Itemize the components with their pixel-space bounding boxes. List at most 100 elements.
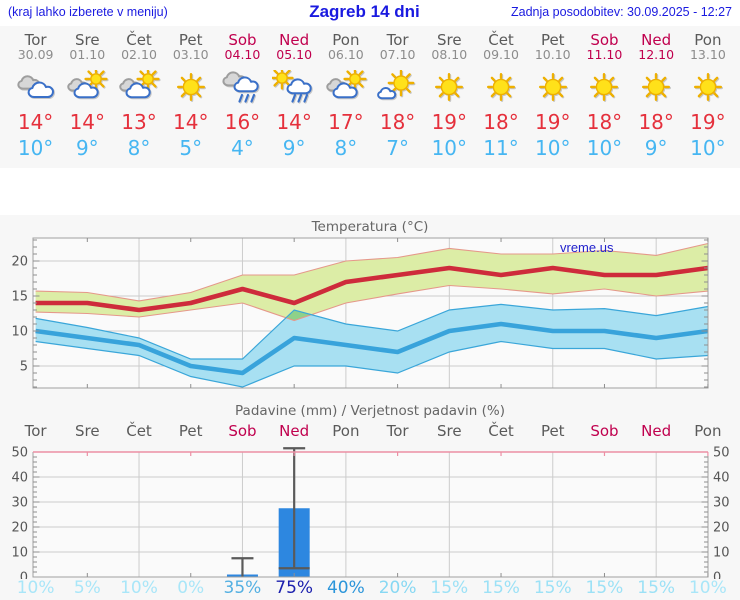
precip-ytick-label: 10 bbox=[11, 546, 28, 561]
precip-probability-label: 15% bbox=[430, 578, 469, 598]
temperature-chart: 5 10 15 20 bbox=[11, 237, 709, 389]
temp-ytick-label: 10 bbox=[11, 325, 28, 340]
day-date-label: 01.10 bbox=[69, 47, 106, 62]
day-date-label: 09.10 bbox=[483, 47, 519, 62]
forecast-day: Pon 06.10 17° 8° bbox=[319, 26, 373, 159]
day-name-label: Sre bbox=[75, 31, 100, 49]
precip-day-label: Tor bbox=[24, 422, 47, 440]
day-name-label: Pon bbox=[694, 31, 722, 49]
max-temp-label: 14° bbox=[173, 110, 209, 134]
forecast-day: Ned 12.10 18° 9° bbox=[629, 26, 683, 159]
day-date-label: 05.10 bbox=[276, 47, 313, 62]
forecast-day: Pet 03.10 14° 5° bbox=[164, 26, 218, 159]
day-date-label: 11.10 bbox=[586, 47, 623, 62]
precip-ytick-label: 40 bbox=[11, 471, 28, 486]
forecast-day: Sre 01.10 14° 9° bbox=[60, 26, 114, 159]
max-temp-label: 19° bbox=[431, 110, 468, 134]
max-temp-label: 16° bbox=[224, 110, 261, 134]
cloudy-icon bbox=[9, 70, 63, 104]
day-date-label: 10.10 bbox=[534, 47, 571, 62]
day-date-label: 13.10 bbox=[689, 47, 726, 62]
sunny-icon bbox=[422, 70, 476, 104]
precip-probability-label: 10% bbox=[688, 578, 727, 598]
min-temp-label: 10° bbox=[17, 136, 54, 160]
max-temp-label: 19° bbox=[535, 110, 571, 134]
precip-ytick-label: 50 bbox=[713, 446, 730, 461]
last-updated-label: Zadnja posodobitev: 30.09.2025 - 12:27 bbox=[510, 5, 732, 19]
day-date-label: 08.10 bbox=[431, 47, 468, 62]
forecast-day: Pon 13.10 19° 10° bbox=[681, 26, 735, 159]
precip-ytick-label: 50 bbox=[11, 446, 28, 461]
precip-day-label: Sob bbox=[590, 422, 619, 440]
precipitation-chart: 0 0 10 10 20 20 30 30 40 40 50 50 bbox=[11, 446, 730, 580]
max-temp-label: 18° bbox=[379, 110, 416, 134]
sunny-icon bbox=[629, 70, 683, 104]
forecast-day: Tor 07.10 18° 7° bbox=[371, 26, 425, 159]
precip-ytick-label: 30 bbox=[11, 496, 28, 511]
max-temp-line bbox=[35, 265, 709, 313]
precip-probability-label: 10% bbox=[120, 578, 158, 598]
min-temp-label: 8° bbox=[334, 136, 358, 160]
day-date-label: 03.10 bbox=[172, 47, 209, 62]
location-menu-note: (kraj lahko izberete v meniju) bbox=[8, 5, 168, 19]
precip-probability-label: 10% bbox=[16, 578, 55, 598]
day-date-label: 06.10 bbox=[327, 47, 364, 62]
day-name-label: Čet bbox=[488, 31, 514, 49]
day-date-label: 02.10 bbox=[121, 47, 157, 62]
precip-probability-label: 40% bbox=[326, 578, 365, 598]
temperature-chart-title: Temperatura (°C) bbox=[311, 219, 429, 235]
precip-ytick-label: 20 bbox=[713, 521, 730, 536]
forecast-day: Ned 05.10 14° 9° bbox=[267, 26, 321, 159]
sun-rain-icon bbox=[267, 66, 321, 104]
sunny-icon bbox=[526, 70, 580, 104]
temp-ytick-label: 20 bbox=[11, 255, 28, 270]
forecast-strip: Tor 30.09 14° 10° Sre 01.10 14° 9° Čet 02.10 13° 8°… bbox=[0, 26, 740, 168]
min-temp-label: 10° bbox=[586, 136, 623, 160]
day-name-label: Čet bbox=[126, 31, 152, 49]
precip-day-label: Pet bbox=[540, 422, 565, 440]
precip-ytick-label: 0 bbox=[20, 571, 28, 580]
page-title: Zagreb 14 dni bbox=[309, 2, 420, 21]
precip-day-label: Sob bbox=[228, 422, 257, 440]
max-temp-label: 17° bbox=[328, 110, 364, 134]
forecast-day: Čet 02.10 13° 8° bbox=[112, 26, 166, 159]
day-name-label: Pet bbox=[178, 31, 203, 49]
precip-day-label: Ned bbox=[641, 422, 672, 440]
precip-day-label: Čet bbox=[126, 422, 152, 440]
day-date-label: 30.09 bbox=[17, 47, 54, 62]
partly-sunny-icon bbox=[112, 67, 166, 104]
precip-probability-label: 5% bbox=[73, 578, 101, 598]
max-temp-label: 14° bbox=[69, 110, 106, 134]
max-temp-label: 14° bbox=[276, 110, 312, 134]
min-temp-label: 8° bbox=[127, 136, 151, 160]
precip-day-label: Sre bbox=[75, 422, 100, 440]
sunny-icon bbox=[577, 70, 631, 104]
precip-probability-label: 75% bbox=[275, 578, 314, 598]
min-temp-label: 5° bbox=[179, 136, 203, 160]
precip-probability-label: 15% bbox=[637, 578, 676, 598]
temp-ytick-label: 5 bbox=[20, 360, 28, 375]
forecast-day: Sre 08.10 19° 10° bbox=[422, 26, 476, 159]
min-temp-label: 11° bbox=[483, 136, 519, 160]
mostly-sunny-icon bbox=[371, 69, 425, 104]
precip-ytick-label: 0 bbox=[713, 571, 721, 580]
min-temp-label: 10° bbox=[535, 136, 571, 160]
day-name-label: Pet bbox=[540, 31, 565, 49]
precip-ytick-label: 30 bbox=[713, 496, 730, 511]
precip-probability-label: 15% bbox=[482, 578, 520, 598]
day-name-label: Sob bbox=[590, 31, 619, 49]
min-temp-label: 4° bbox=[231, 136, 254, 160]
max-temp-label: 18° bbox=[483, 110, 519, 134]
max-temp-label: 13° bbox=[121, 110, 157, 134]
partly-sunny-icon bbox=[319, 67, 373, 104]
sunny-icon bbox=[681, 70, 735, 104]
precip-day-label: Ned bbox=[279, 422, 310, 440]
day-name-label: Tor bbox=[24, 31, 47, 49]
forecast-day: Sob 11.10 18° 10° bbox=[577, 26, 631, 159]
precip-probability-label: 20% bbox=[378, 578, 417, 598]
day-name-label: Sre bbox=[437, 31, 462, 49]
day-name-label: Ned bbox=[279, 31, 310, 49]
watermark-link[interactable]: vreme.us bbox=[560, 240, 614, 255]
day-name-label: Ned bbox=[641, 31, 672, 49]
min-temp-label: 7° bbox=[386, 136, 409, 160]
